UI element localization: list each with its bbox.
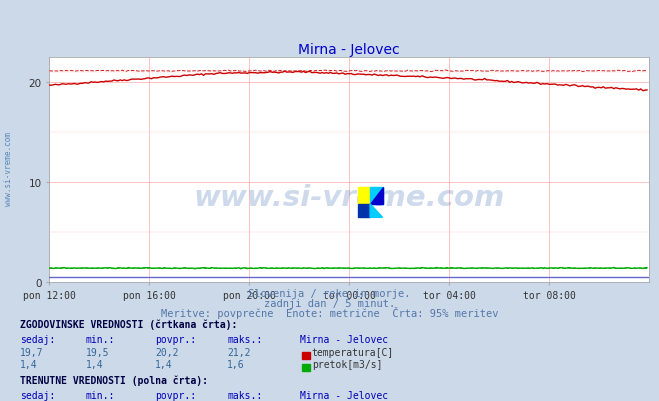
- Text: 1,4: 1,4: [20, 359, 38, 369]
- Text: min.:: min.:: [86, 390, 115, 400]
- Text: Mirna - Jelovec: Mirna - Jelovec: [300, 334, 388, 344]
- Text: sedaj:: sedaj:: [20, 334, 55, 344]
- Text: zadnji dan / 5 minut.: zadnji dan / 5 minut.: [264, 298, 395, 308]
- Text: min.:: min.:: [86, 334, 115, 344]
- Text: temperatura[C]: temperatura[C]: [312, 347, 394, 357]
- Text: www.si-vreme.com: www.si-vreme.com: [4, 132, 13, 205]
- Text: 1,4: 1,4: [86, 359, 103, 369]
- Text: TRENUTNE VREDNOSTI (polna črta):: TRENUTNE VREDNOSTI (polna črta):: [20, 374, 208, 385]
- Text: povpr.:: povpr.:: [155, 390, 196, 400]
- Text: Mirna - Jelovec: Mirna - Jelovec: [300, 390, 388, 400]
- Text: maks.:: maks.:: [227, 334, 262, 344]
- Text: povpr.:: povpr.:: [155, 334, 196, 344]
- Text: www.si-vreme.com: www.si-vreme.com: [194, 183, 505, 211]
- Text: 1,6: 1,6: [227, 359, 245, 369]
- Text: maks.:: maks.:: [227, 390, 262, 400]
- Text: sedaj:: sedaj:: [20, 390, 55, 400]
- Text: 1,4: 1,4: [155, 359, 173, 369]
- Text: 20,2: 20,2: [155, 347, 179, 357]
- Bar: [358, 188, 370, 205]
- Polygon shape: [370, 188, 383, 205]
- Title: Mirna - Jelovec: Mirna - Jelovec: [299, 43, 400, 57]
- Bar: [358, 205, 370, 218]
- Text: pretok[m3/s]: pretok[m3/s]: [312, 359, 382, 369]
- Bar: [370, 188, 383, 205]
- Text: ZGODOVINSKE VREDNOSTI (črtkana črta):: ZGODOVINSKE VREDNOSTI (črtkana črta):: [20, 318, 237, 329]
- Text: Meritve: povprečne  Enote: metrične  Črta: 95% meritev: Meritve: povprečne Enote: metrične Črta:…: [161, 306, 498, 318]
- Text: 19,5: 19,5: [86, 347, 109, 357]
- Text: 21,2: 21,2: [227, 347, 251, 357]
- Polygon shape: [370, 205, 383, 218]
- Text: Slovenija / reke in morje.: Slovenija / reke in morje.: [248, 288, 411, 298]
- Text: 19,7: 19,7: [20, 347, 43, 357]
